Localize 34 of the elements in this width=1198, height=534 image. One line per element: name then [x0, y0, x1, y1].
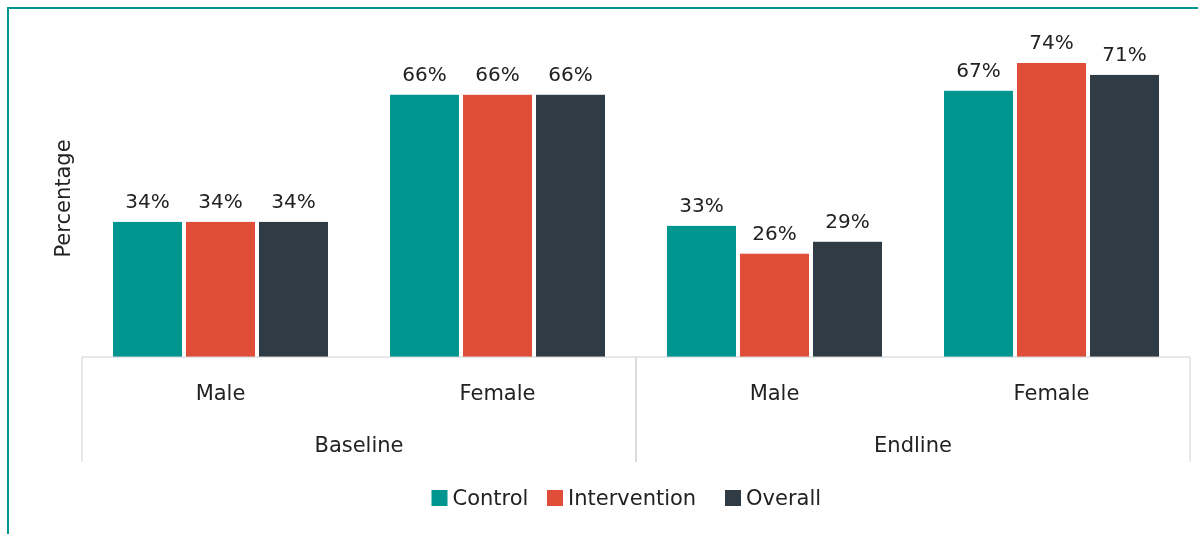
legend-label: Overall	[746, 486, 822, 510]
data-label: 66%	[402, 61, 447, 86]
bar	[463, 94, 532, 357]
x-tick-label: Male	[195, 381, 246, 405]
bar	[813, 241, 882, 357]
data-label: 34%	[271, 188, 316, 213]
data-label: 33%	[679, 192, 724, 217]
data-label: 71%	[1102, 41, 1147, 66]
bar	[259, 221, 328, 357]
bar	[667, 225, 736, 357]
data-label: 26%	[752, 220, 797, 245]
data-label: 74%	[1029, 30, 1074, 54]
legend-label: Intervention	[568, 486, 697, 510]
text: Endline	[874, 433, 952, 457]
bar	[1090, 74, 1159, 357]
x-tick-label: Female	[459, 381, 536, 405]
data-label: 29%	[825, 208, 870, 233]
data-label: 67%	[956, 57, 1001, 82]
data-label: 66%	[475, 61, 520, 86]
data-label: 66%	[548, 61, 593, 86]
bar	[944, 90, 1013, 357]
bar	[113, 221, 182, 357]
bar	[740, 253, 809, 357]
legend-label: Control	[452, 486, 529, 510]
data-label: 34%	[125, 188, 170, 213]
data-label: 34%	[198, 188, 243, 213]
x-tick-label: Male	[749, 381, 800, 405]
text: Baseline	[314, 433, 404, 457]
x-tick-label: Female	[1013, 381, 1090, 405]
bar	[186, 221, 255, 357]
y-axis-title: Percentage	[51, 139, 75, 258]
bar	[390, 94, 459, 357]
bar	[1017, 63, 1086, 357]
bar	[536, 94, 605, 357]
